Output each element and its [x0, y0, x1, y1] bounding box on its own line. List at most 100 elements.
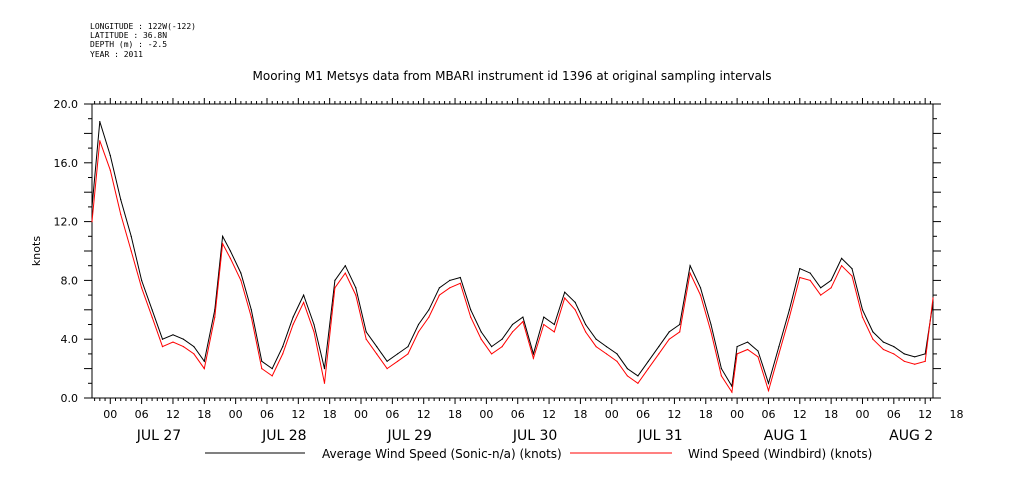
data-point [214, 316, 216, 318]
data-point [161, 346, 164, 348]
data-point [99, 140, 101, 142]
data-point [799, 276, 801, 279]
data-point [323, 382, 326, 384]
data-point [626, 368, 629, 370]
data-point [407, 353, 409, 355]
x-day-label: JUL 28 [261, 428, 306, 444]
data-point [574, 301, 576, 303]
data-point [334, 279, 336, 281]
data-point [501, 338, 503, 340]
data-point [747, 348, 749, 351]
data-point [564, 297, 566, 299]
data-point [172, 341, 174, 343]
x-day-label: JUL 30 [512, 428, 557, 444]
data-point [767, 382, 770, 384]
x-tick-label: 00 [229, 408, 243, 421]
x-tick-label: 06 [385, 408, 399, 421]
data-point [323, 368, 326, 370]
data-point [616, 360, 618, 362]
data-point [511, 331, 514, 333]
data-point [491, 346, 493, 348]
x-tick-label: 18 [448, 408, 462, 421]
data-point [313, 323, 315, 326]
data-point [182, 346, 184, 348]
data-point [459, 276, 461, 279]
data-point [553, 331, 555, 333]
data-point [261, 360, 263, 362]
data-point [830, 287, 832, 289]
data-point [720, 375, 723, 377]
data-point [585, 331, 587, 333]
data-point [141, 279, 143, 281]
x-day-label: AUG 1 [764, 428, 808, 444]
data-point [778, 346, 780, 348]
data-point [872, 331, 874, 333]
data-point [344, 265, 346, 267]
data-point [109, 169, 111, 171]
data-point [397, 353, 399, 355]
data-point [658, 346, 660, 348]
data-point [689, 265, 691, 267]
data-point [240, 272, 242, 274]
data-point [386, 368, 388, 370]
data-point [250, 309, 252, 311]
data-point [480, 331, 482, 333]
data-point [292, 316, 294, 318]
data-point [626, 375, 629, 377]
data-point [417, 331, 420, 333]
data-point [151, 309, 153, 311]
data-point [679, 331, 681, 333]
data-point [130, 235, 132, 237]
meta-latitude: LATITUDE : 36.8N [90, 31, 168, 40]
y-tick-label: 8.0 [61, 274, 79, 287]
chart-title: Mooring M1 Metsys data from MBARI instru… [253, 69, 772, 83]
x-day-label: JUL 27 [136, 428, 181, 444]
x-tick-label: 18 [323, 408, 337, 421]
data-point [203, 368, 205, 370]
legend-label-1: Average Wind Speed (Sonic-n/a) (knots) [322, 447, 562, 461]
data-point [449, 279, 451, 281]
x-day-label: JUL 31 [637, 428, 682, 444]
data-point [141, 287, 143, 289]
series-line-1 [91, 121, 934, 388]
data-point [605, 346, 608, 348]
legend: Average Wind Speed (Sonic-n/a) (knots) Wi… [205, 447, 872, 461]
data-point [292, 323, 294, 326]
x-tick-label: 12 [166, 408, 180, 421]
data-point [91, 221, 93, 223]
data-point [397, 360, 399, 362]
x-tick-label: 00 [103, 408, 117, 421]
data-point [355, 294, 357, 296]
data-point [924, 353, 926, 355]
data-point [893, 346, 895, 348]
x-tick-label: 06 [887, 408, 901, 421]
data-point [522, 316, 524, 318]
data-point [250, 316, 252, 318]
data-point [882, 341, 885, 343]
data-point [851, 268, 853, 270]
data-point [731, 391, 733, 393]
data-point [820, 287, 822, 289]
data-point [313, 331, 315, 333]
y-tick-label: 20.0 [54, 98, 79, 111]
y-axis-label: knots [30, 236, 43, 266]
data-point [222, 243, 224, 245]
data-point [130, 250, 132, 252]
series-lines [91, 121, 934, 394]
x-tick-label: 06 [511, 408, 525, 421]
data-point [914, 356, 916, 358]
data-point [222, 235, 224, 237]
legend-label-2: Wind Speed (Windbird) (knots) [688, 447, 872, 461]
data-point [376, 346, 378, 348]
data-point [182, 338, 184, 340]
data-point [658, 353, 660, 355]
data-point [271, 368, 273, 370]
data-point [303, 301, 305, 303]
data-point [605, 353, 608, 355]
axis-ticks [84, 98, 941, 404]
x-tick-label: 12 [542, 408, 556, 421]
data-point [882, 348, 885, 351]
data-point [914, 363, 916, 365]
meta-depth: DEPTH (m) : -2.5 [90, 40, 168, 49]
